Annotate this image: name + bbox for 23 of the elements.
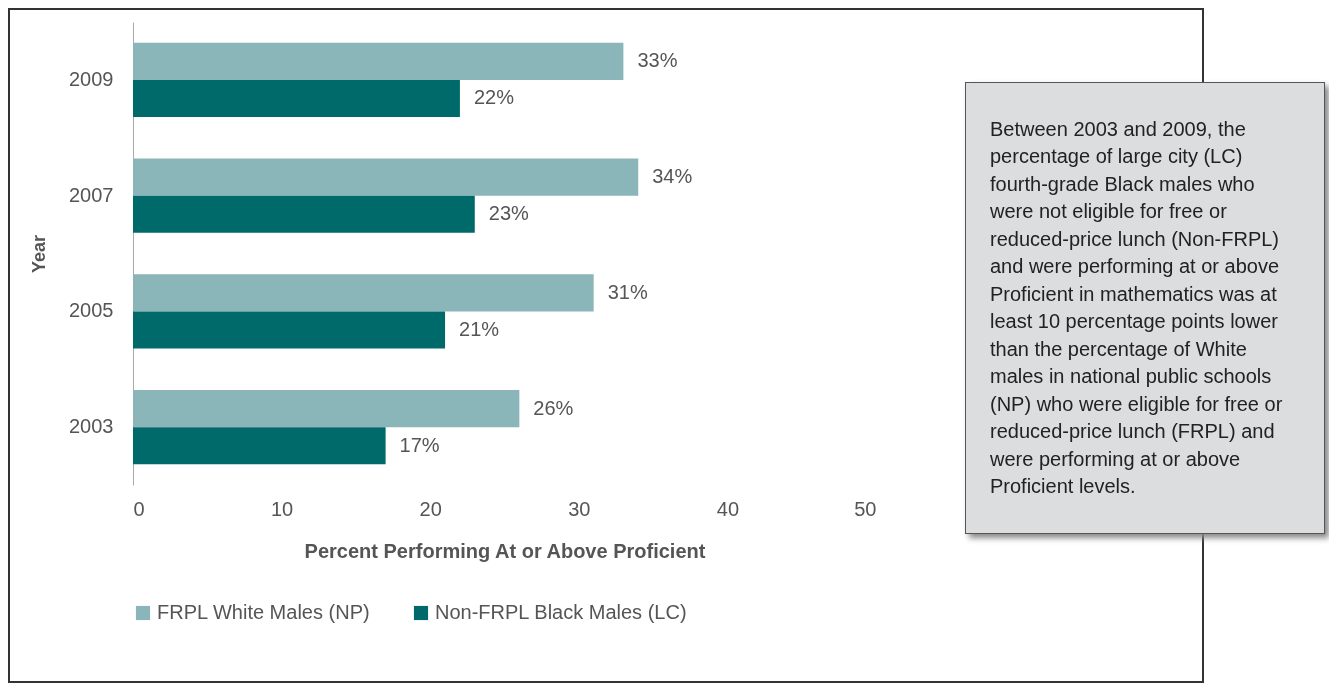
data-label: 17%	[399, 433, 440, 456]
y-tick-label: 2009	[69, 67, 114, 90]
data-label: 31%	[607, 280, 648, 303]
x-tick-label: 40	[716, 497, 740, 520]
y-axis-title: Year	[29, 234, 50, 274]
x-tick-label: 10	[270, 497, 294, 520]
y-tick-label: 2005	[69, 299, 114, 322]
data-label: 33%	[637, 49, 678, 72]
y-tick-label: 2003	[69, 415, 114, 438]
legend-label: FRPL White Males (NP)	[157, 601, 370, 623]
data-label: 22%	[473, 86, 515, 109]
data-label: 26%	[533, 396, 574, 419]
x-tick-label: 20	[419, 497, 442, 520]
data-label: 21%	[459, 317, 500, 340]
data-label: 23%	[488, 202, 530, 225]
legend-label: Non-FRPL Black Males (LC)	[435, 601, 687, 623]
data-label: 34%	[652, 165, 693, 188]
x-tick-label: 0	[133, 497, 145, 520]
x-tick-label: 30	[568, 497, 591, 520]
text: Between 2003 and 2009, the percentage of large city (LC) fourth-grade Black males who were not eligible for free or reduced-price lunch (Non-FRPL) and were performing at or above Proficient in mathematics was at least 10 percentage points lower than the percentage of White males in national public schools (NP) who were eligible for free or reduced-price lunch (FRPL) and were performing at or above Proficient levels.	[990, 117, 1283, 497]
x-tick-label: 50	[854, 497, 877, 520]
x-axis-title: Percent Performing At or Above Proficient	[304, 539, 706, 562]
y-tick-label: 2007	[69, 183, 114, 206]
